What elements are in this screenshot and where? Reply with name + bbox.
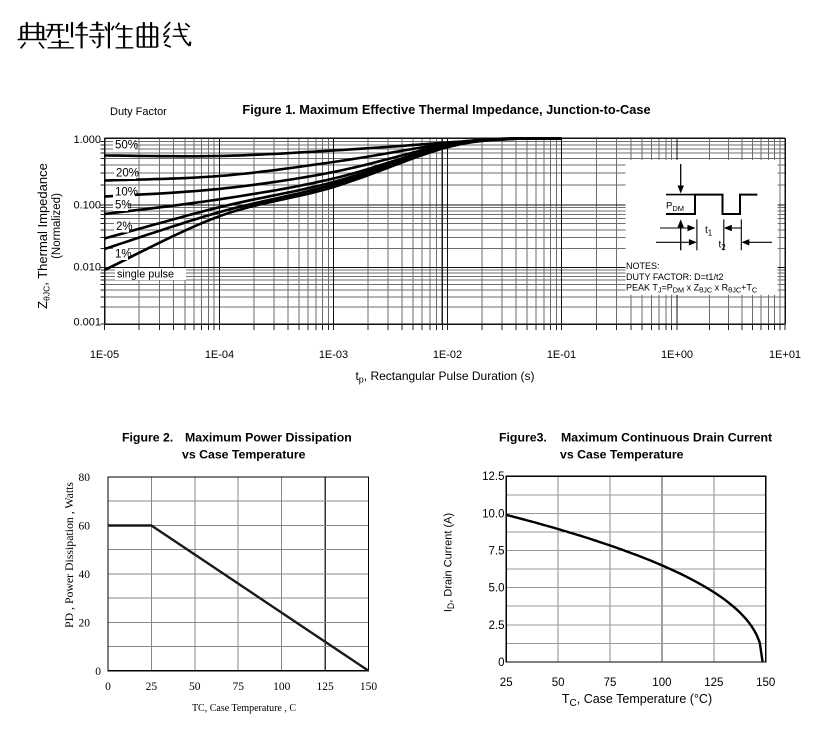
- svg-text:single pulse: single pulse: [117, 269, 174, 281]
- svg-text:80: 80: [79, 472, 91, 484]
- svg-text:1E+01: 1E+01: [769, 349, 801, 361]
- svg-text:10.0: 10.0: [482, 508, 504, 520]
- svg-text:2.5: 2.5: [489, 620, 505, 632]
- svg-text:0.001: 0.001: [73, 317, 101, 329]
- svg-text:25: 25: [146, 681, 158, 693]
- svg-text:1%: 1%: [115, 249, 132, 261]
- svg-text:40: 40: [79, 569, 91, 581]
- svg-text:(Normalized): (Normalized): [51, 193, 63, 259]
- svg-text:20%: 20%: [116, 168, 139, 180]
- svg-text:NOTES:: NOTES:: [626, 261, 660, 271]
- svg-text:TC, Case Temperature (°C): TC, Case Temperature (°C): [562, 692, 712, 709]
- svg-text:100: 100: [652, 677, 671, 689]
- svg-text:75: 75: [232, 681, 244, 693]
- svg-text:Figure 1. Maximum Effective Th: Figure 1. Maximum Effective Thermal Impe…: [242, 102, 650, 117]
- svg-text:1E-01: 1E-01: [547, 349, 576, 361]
- svg-text:100: 100: [273, 681, 291, 693]
- svg-text:PD , Power Dissipation , Watt: PD , Power Dissipation , Watts: [62, 482, 76, 628]
- svg-text:50: 50: [552, 677, 565, 689]
- svg-text:TC, Case Temperature , C: TC, Case Temperature , C: [192, 703, 296, 714]
- svg-text:tp, Rectangular Pulse Duration: tp, Rectangular Pulse Duration (s): [355, 369, 534, 385]
- svg-text:t1: t1: [705, 225, 713, 238]
- svg-text:Figure 2.: Figure 2.: [122, 431, 173, 445]
- svg-text:0: 0: [105, 681, 111, 693]
- svg-text:150: 150: [756, 677, 775, 689]
- svg-text:DUTY FACTOR: D=t1/t2: DUTY FACTOR: D=t1/t2: [626, 272, 723, 282]
- svg-text:2%: 2%: [116, 221, 133, 233]
- svg-text:12.5: 12.5: [482, 471, 504, 483]
- svg-text:1E-03: 1E-03: [319, 349, 348, 361]
- svg-text:PDM: PDM: [666, 201, 684, 214]
- svg-text:ID, Drain Current (A): ID, Drain Current (A): [443, 513, 457, 612]
- svg-text:Maximum Power Dissipation: Maximum Power Dissipation: [185, 431, 352, 445]
- svg-text:20: 20: [79, 617, 91, 629]
- svg-text:5.0: 5.0: [489, 583, 505, 595]
- svg-text:125: 125: [704, 677, 723, 689]
- svg-text:ZθJC, Thermal Impedance: ZθJC, Thermal Impedance: [35, 163, 52, 309]
- svg-text:1E-05: 1E-05: [90, 349, 119, 361]
- svg-text:75: 75: [604, 677, 617, 689]
- svg-text:1E+00: 1E+00: [661, 349, 693, 361]
- svg-text:Maximum Continuous Drain Curre: Maximum Continuous Drain Current: [561, 431, 772, 445]
- svg-text:125: 125: [316, 681, 334, 693]
- svg-text:60: 60: [79, 521, 91, 533]
- svg-text:vs Case Temperature: vs Case Temperature: [560, 448, 684, 462]
- svg-text:vs Case Temperature: vs Case Temperature: [182, 448, 306, 462]
- svg-text:150: 150: [360, 681, 378, 693]
- svg-text:1E-04: 1E-04: [205, 349, 234, 361]
- svg-text:7.5: 7.5: [489, 546, 505, 558]
- svg-text:1.000: 1.000: [73, 134, 101, 146]
- svg-text:25: 25: [500, 677, 513, 689]
- svg-text:Duty Factor: Duty Factor: [110, 106, 167, 118]
- svg-text:0.010: 0.010: [73, 262, 101, 274]
- svg-text:1E-02: 1E-02: [433, 349, 462, 361]
- svg-text:50%: 50%: [115, 140, 138, 152]
- svg-text:10%: 10%: [115, 187, 138, 199]
- svg-text:PEAK TJ=PDM x ZθJC x RθJC+TC: PEAK TJ=PDM x ZθJC x RθJC+TC: [626, 283, 757, 295]
- svg-text:0.100: 0.100: [73, 200, 101, 212]
- svg-text:Figure3.: Figure3.: [499, 431, 547, 445]
- svg-text:5%: 5%: [115, 200, 132, 212]
- svg-text:t2: t2: [719, 240, 727, 253]
- svg-text:50: 50: [189, 681, 201, 693]
- svg-text:0: 0: [95, 666, 101, 678]
- svg-text:0: 0: [498, 657, 504, 669]
